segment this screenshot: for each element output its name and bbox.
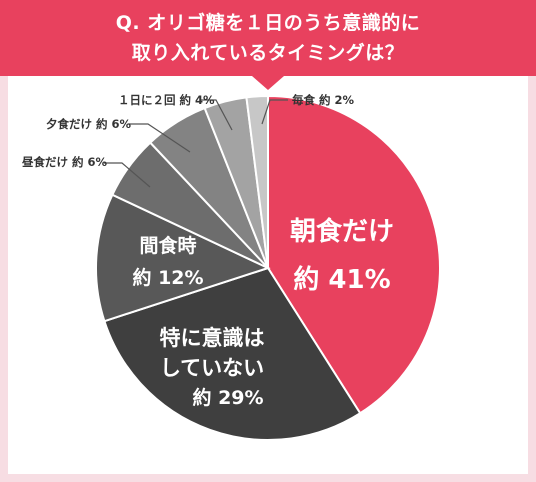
slice-name-label: 朝食だけ	[290, 216, 394, 247]
pie-slice-2	[95, 193, 271, 323]
pie-slice-1	[103, 266, 362, 441]
title-line-1: Q. オリゴ糖を１日のうち意識的に	[115, 12, 421, 34]
callout-line	[200, 99, 233, 131]
slice-value-label: 約 12%	[132, 266, 203, 289]
title-line-2: 取り入れているタイミングは？	[131, 42, 405, 64]
slice-name-label: していない	[160, 356, 264, 380]
callout-label: 昼食だけ 約 6%	[21, 155, 108, 169]
pie-slice-6	[245, 94, 269, 269]
slice-value-label: 約 29%	[192, 386, 263, 409]
banner-pointer	[252, 76, 284, 90]
slice-value-label: 約 41%	[293, 264, 390, 295]
callout-label: １日に２回 約 4%	[118, 93, 215, 107]
callout-line	[128, 123, 191, 153]
callout-line	[261, 99, 288, 125]
question-banner: Q. オリゴ糖を１日のうち意識的に 取り入れているタイミングは？	[0, 0, 536, 76]
callout-label: 夕食だけ 約 6%	[46, 117, 132, 131]
slice-name-label: 特に意識は	[160, 326, 265, 350]
callout-line	[104, 162, 151, 188]
callout-label: 毎食 約 2%	[292, 93, 355, 107]
slice-name-label: 間食時	[139, 234, 196, 257]
